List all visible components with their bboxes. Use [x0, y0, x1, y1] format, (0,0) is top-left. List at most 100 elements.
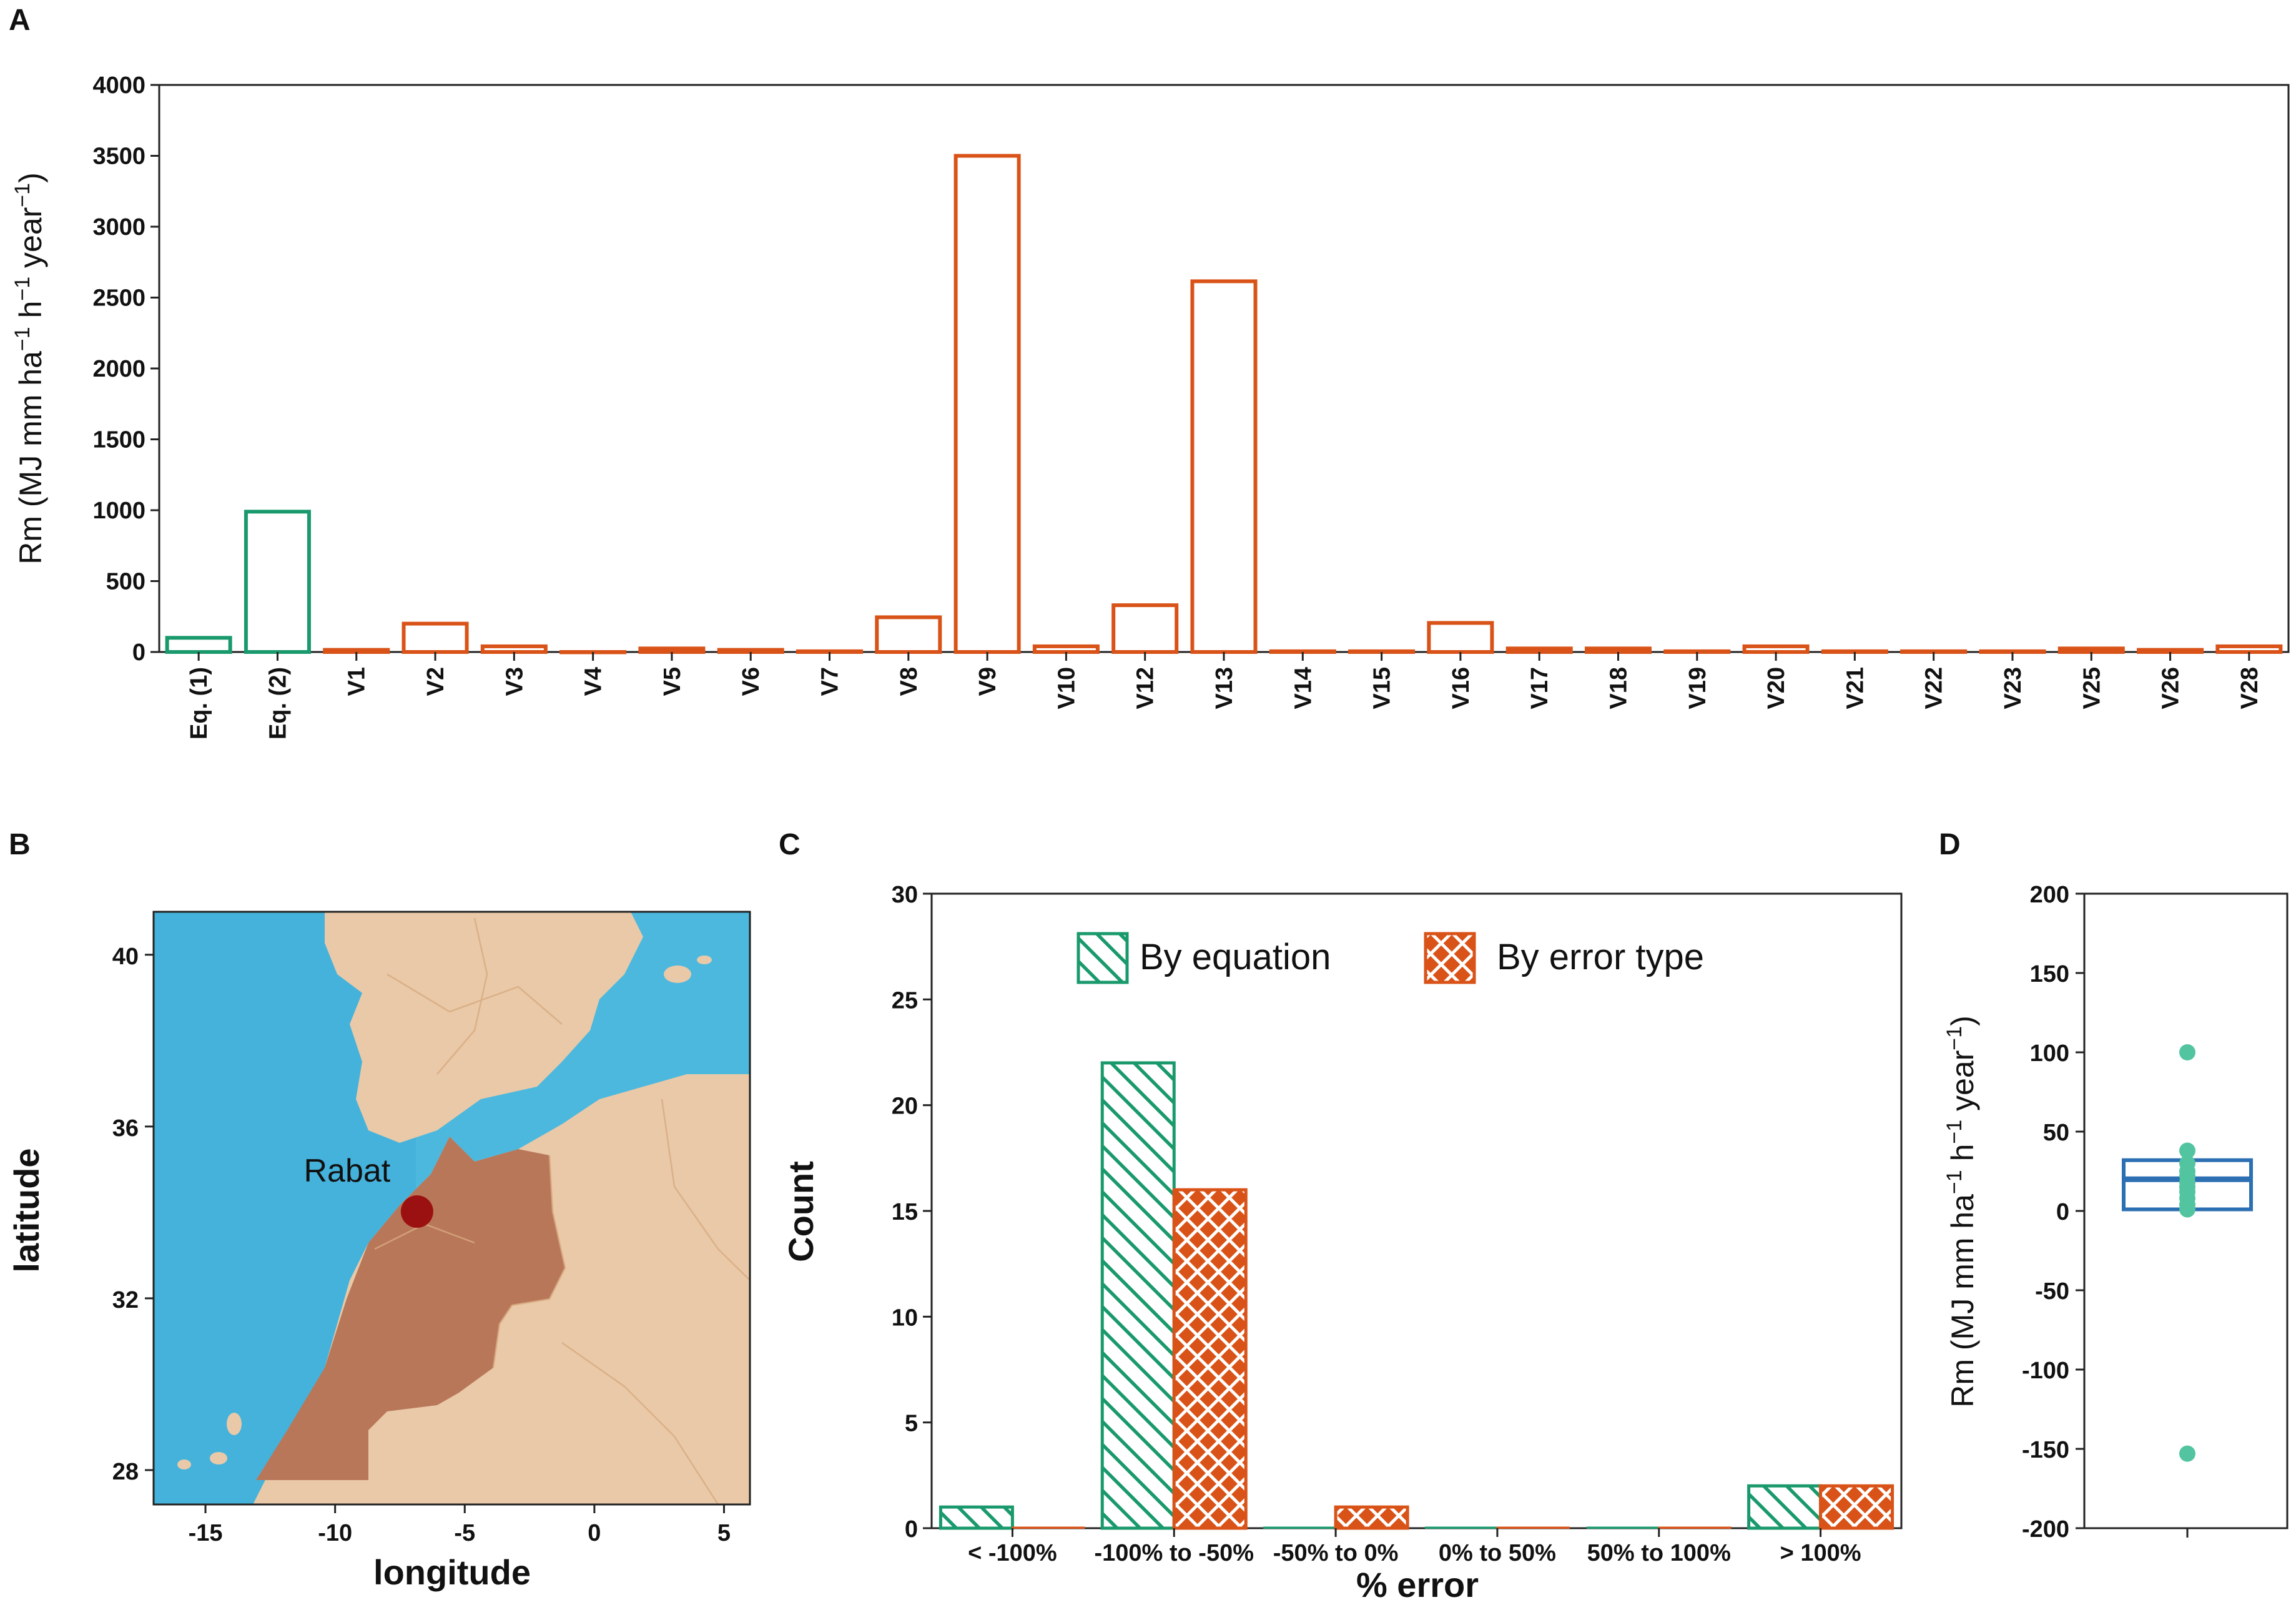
panel-a-y-tick-label: 500: [106, 569, 145, 595]
panel-a-bar: [1111, 603, 1179, 654]
panel-a-bar: [244, 510, 311, 654]
panel-d-y-axis-title: Rm (MJ mm ha−1 h−1 year−1): [1943, 1015, 1980, 1407]
panel-b-map-frame: [152, 911, 751, 1506]
panel-a-y-axis-title: Rm (MJ mm ha−1 h−1 year−1): [11, 172, 48, 564]
panel-d-points: [2179, 1044, 2195, 1462]
panel-a-x-tick-label: V23: [2000, 667, 2026, 709]
panel-a-bar: [1032, 644, 1100, 654]
panel-a-bar: [1505, 646, 1573, 654]
panel-a-x-tick-label: V13: [1211, 667, 1238, 709]
panel-b-y-ticks: 28 32 36 40: [112, 944, 154, 1485]
panel-a-y-tick-label: 1500: [92, 427, 145, 453]
panel-c-y-ticks: 0 5 10 15 20 25 30: [892, 882, 932, 1543]
panel-a-x-tick-label: V28: [2237, 667, 2263, 709]
panel-a-x-tick-label: V6: [738, 667, 764, 696]
panel-c-x-ticks: < -100% -100% to -50% -50% to 0% 0% to 50% 5…: [968, 1528, 1861, 1566]
panel-b-y-tick-label: 32: [112, 1287, 139, 1313]
panel-b-y-axis-title: latitude: [7, 1148, 46, 1272]
panel-a-bar: [2057, 646, 2125, 654]
map-island-menorca: [697, 956, 712, 964]
legend-label-by-equation: By equation: [1140, 937, 1331, 977]
panel-a-x-tick-label: V3: [501, 667, 528, 696]
panel-c-y-axis-title: Count: [781, 1161, 820, 1262]
panel-b-y-tick-label: 36: [112, 1115, 139, 1142]
panel-d-point: [2179, 1201, 2195, 1218]
panel-a-x-tick-label: V1: [344, 667, 370, 696]
panel-c-bars: [939, 1061, 1894, 1530]
panel-a-bar: [402, 621, 469, 654]
panel-letter-c: C: [779, 828, 801, 861]
panel-a-y-tick-label: 2500: [92, 285, 145, 312]
panel-a-x-tick-label: V2: [423, 667, 449, 696]
panel-a-bar: [1348, 649, 1416, 654]
panel-a-x-tick-label: V17: [1527, 667, 1553, 709]
panel-c-y-tick-label: 15: [892, 1199, 918, 1225]
panel-a-x-tick-label: V5: [659, 667, 686, 696]
legend-swatch-by-equation: [1077, 932, 1129, 984]
panel-a-bar: [323, 648, 390, 654]
panel-a-bar: [2137, 648, 2204, 654]
panel-c-y-tick-label: 0: [905, 1516, 918, 1543]
panel-a-bar: [1979, 649, 2046, 654]
panel-a-x-tick-label: V12: [1133, 667, 1159, 709]
map-country-morocco: [256, 1137, 565, 1480]
panel-a-bar: [165, 636, 232, 654]
panel-a-bar: [1821, 649, 1888, 654]
panel-a-bar: [1742, 644, 1810, 654]
panel-letter-a: A: [9, 4, 31, 37]
panel-a-y-tick-label: 3500: [92, 144, 145, 170]
panel-a-x-ticks: Eq. (1) Eq. (2) V1 V2 V3 V4 V5 V6 V7 V8 V9 V10 V12 V1…: [186, 652, 2263, 739]
panel-a-x-tick-label: Eq. (2): [265, 667, 291, 739]
rabat-label: Rabat: [303, 1153, 390, 1189]
panel-letter-b: B: [9, 828, 31, 861]
panel-b-x-ticks: -15 -10 -5 0 5: [189, 1504, 731, 1546]
panel-a-bar: [875, 615, 942, 654]
panel-b-x-tick-label: 5: [717, 1520, 731, 1546]
panel-a-bar: [1427, 621, 1494, 654]
panel-a-bar-chart: 0 500 1000 1500 2000 2500 3000 3500 4000 Eq. (1)…: [11, 72, 2290, 739]
panel-c-bar-by-error-type: [1496, 1526, 1570, 1529]
panel-a-x-tick-label: V19: [1685, 667, 1711, 709]
panel-c-bar-by-error-type: [1819, 1484, 1894, 1530]
panel-a-x-tick-label: V16: [1448, 667, 1474, 709]
map-borders: [374, 917, 750, 1504]
panel-b-x-tick-label: -5: [454, 1520, 475, 1546]
panel-a-y-tick-label: 4000: [92, 72, 145, 99]
panel-a-y-tick-label: 3000: [92, 214, 145, 240]
panel-c-y-tick-label: 5: [905, 1411, 918, 1437]
map-land-iberia: [325, 912, 643, 1143]
panel-a-x-tick-label: V7: [817, 667, 844, 696]
map-island-canary-3: [177, 1459, 191, 1469]
panel-d-y-tick-label: 100: [2030, 1040, 2069, 1067]
panel-a-bar: [953, 154, 1021, 654]
panel-c-y-tick-label: 25: [892, 987, 918, 1014]
legend-label-by-error-type: By error type: [1497, 937, 1704, 977]
panel-d-box-plot: -200 -150 -100 -50 0 50 100 150 200 Rm (MJ mm ha…: [1943, 882, 2289, 1543]
panel-c-x-tick-label: < -100%: [968, 1540, 1057, 1566]
panel-a-bar: [1269, 649, 1336, 654]
panel-c-x-tick-label: > 100%: [1780, 1540, 1861, 1566]
panel-c-bar-by-error-type: [1334, 1505, 1409, 1530]
panel-a-x-tick-label: V21: [1842, 667, 1868, 709]
legend-swatch-by-error-type: [1424, 932, 1476, 984]
panel-letter-d: D: [1939, 828, 1961, 861]
panel-a-bar: [1190, 279, 1258, 654]
panel-a-bar: [1663, 649, 1731, 654]
panel-a-y-tick-label: 2000: [92, 356, 145, 382]
panel-d-y-tick-label: -50: [2035, 1278, 2069, 1305]
panel-a-x-tick-label: V26: [2158, 667, 2184, 709]
map-island-canary-1: [227, 1413, 242, 1435]
panel-c-legend: By equation By error type: [1077, 932, 1704, 984]
panel-c-bar-by-error-type: [1012, 1526, 1085, 1529]
panel-a-y-tick-label: 0: [132, 640, 145, 666]
panel-d-y-tick-label: 50: [2043, 1120, 2069, 1146]
panel-a-x-tick-label: V10: [1053, 667, 1080, 709]
panel-b-x-tick-label: 0: [588, 1520, 601, 1546]
panel-d-y-tick-label: -100: [2022, 1358, 2069, 1384]
panel-c-bar-chart: 0 5 10 15 20 25 30 < -100% -100% to -50% -50% to…: [781, 882, 1903, 1604]
panel-a-x-tick-label: V8: [896, 667, 922, 696]
panel-a-x-tick-label: V25: [2079, 667, 2105, 709]
panel-b-y-tick-label: 28: [112, 1459, 139, 1485]
panel-b-x-axis-title: longitude: [373, 1553, 531, 1592]
panel-a-plot-frame: [158, 84, 2290, 653]
